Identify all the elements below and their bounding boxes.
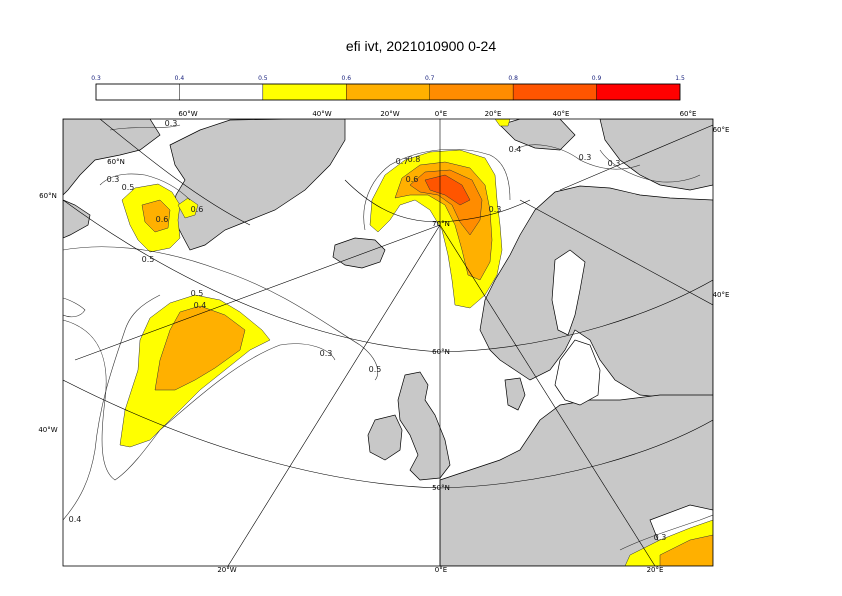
grid-label-interior: 50°N [432, 484, 450, 492]
legend-tick-label: 0.7 [425, 75, 435, 82]
contour-label: 0.5 [122, 183, 135, 192]
efi-patch-norwegian-red [424, 174, 471, 206]
contour-label: 0.6 [406, 175, 419, 184]
grid-label-top: 60°E [680, 110, 697, 118]
contour-0.3-norwegian [363, 148, 511, 231]
contour-label: 0.4 [509, 145, 522, 154]
land-greenland [169, 119, 346, 251]
efi-patch-labrador-orange [141, 199, 171, 233]
land-baffin [63, 119, 161, 196]
contour-0.4-small [63, 297, 86, 318]
efi-patch-blacksea-orange [659, 534, 713, 566]
grid-label-top: 0°E [435, 110, 447, 118]
legend-tick-label: 0.8 [508, 75, 518, 82]
map-frame [62, 118, 714, 567]
graticule-lon-40e [519, 199, 713, 306]
legend-tick-label: 0.6 [342, 75, 352, 82]
contour-label: 0.6 [156, 215, 169, 224]
sea-gulf-of-bothnia [551, 249, 586, 336]
grid-label-top: 20°E [485, 110, 502, 118]
graticule-lon-20w [227, 224, 441, 566]
grid-label-bottom: 20°W [217, 566, 236, 574]
legend-tick-label: 0.3 [91, 75, 101, 82]
legend-tick-label: 0.5 [258, 75, 268, 82]
grid-label-interior: 60°N [432, 348, 450, 356]
graticule-lon-20e [439, 224, 656, 566]
grid-label-bottom: 0°E [435, 566, 447, 574]
contour-label: 0.3 [107, 175, 120, 184]
efi-patch-atlantic-orange [154, 305, 246, 391]
grid-label-right: 60°E [713, 126, 730, 134]
land-iceland [332, 237, 386, 269]
grid-label-interior: 70°N [432, 220, 450, 228]
sea-baltic [554, 339, 601, 406]
land-labrador [63, 199, 91, 239]
contour-0.3-med [619, 514, 713, 551]
grid-label-interior: 60°N [107, 158, 125, 166]
land-denmark [504, 377, 526, 411]
contour-label: 0.3 [654, 533, 667, 542]
contour-0.4-atlantic [63, 319, 336, 481]
contour-label: 0.4 [194, 301, 207, 310]
contour-label: 0.3 [165, 119, 178, 128]
land-svalbard [499, 119, 576, 151]
contour-label: 0.5 [142, 255, 155, 264]
land-europe [439, 394, 713, 566]
colorbar-legend: 0.3 0.4 0.5 0.6 0.7 0.8 0.9 1.5 [91, 75, 685, 101]
land-ireland [367, 414, 403, 461]
contour-label: 0.3 [320, 349, 333, 358]
efi-patch-svalbard [494, 119, 511, 127]
contour-label: 0.5 [191, 289, 204, 298]
legend-tick-label: 0.4 [175, 75, 185, 82]
contour-label: 0.3 [489, 205, 502, 214]
grid-label-left: 40°W [38, 426, 57, 434]
map-title: efi ivt, 2021010900 0-24 [345, 38, 497, 54]
grid-label-left: 60°N [39, 192, 57, 200]
contour-0.3-atlantic-outer [63, 294, 161, 521]
graticule-lat-50 [63, 379, 713, 489]
contour-label: 0.6 [191, 205, 204, 214]
grid-label-top: 60°W [178, 110, 197, 118]
efi-patch-greenland-coast [177, 197, 199, 219]
graticule-lon-60w [99, 119, 251, 226]
contour-0.4-arctic [599, 149, 701, 183]
graticule-lon-40w [74, 224, 441, 361]
grid-label-top: 40°E [553, 110, 570, 118]
grid-label-top: 20°W [380, 110, 399, 118]
contour-0.3-labrador [99, 173, 191, 201]
grid-label-right: 40°E [713, 291, 730, 299]
contour-label: 0.3 [579, 153, 592, 162]
contour-label: 0.5 [369, 365, 382, 374]
contour-label: 0.8 [408, 155, 421, 164]
contour-label: 0.3 [608, 159, 621, 168]
contour-0.3-top [109, 124, 181, 131]
grid-label-bottom: 20°E [647, 566, 664, 574]
legend-tick-label: 0.9 [592, 75, 602, 82]
contour-label: 0.4 [69, 515, 82, 524]
grid-label-top: 40°W [312, 110, 331, 118]
contour-label: 0.7 [396, 157, 409, 166]
graticule-lat-60 [63, 199, 713, 353]
legend-tick-label: 1.5 [675, 75, 685, 82]
graticule-lon-60e [559, 124, 713, 191]
